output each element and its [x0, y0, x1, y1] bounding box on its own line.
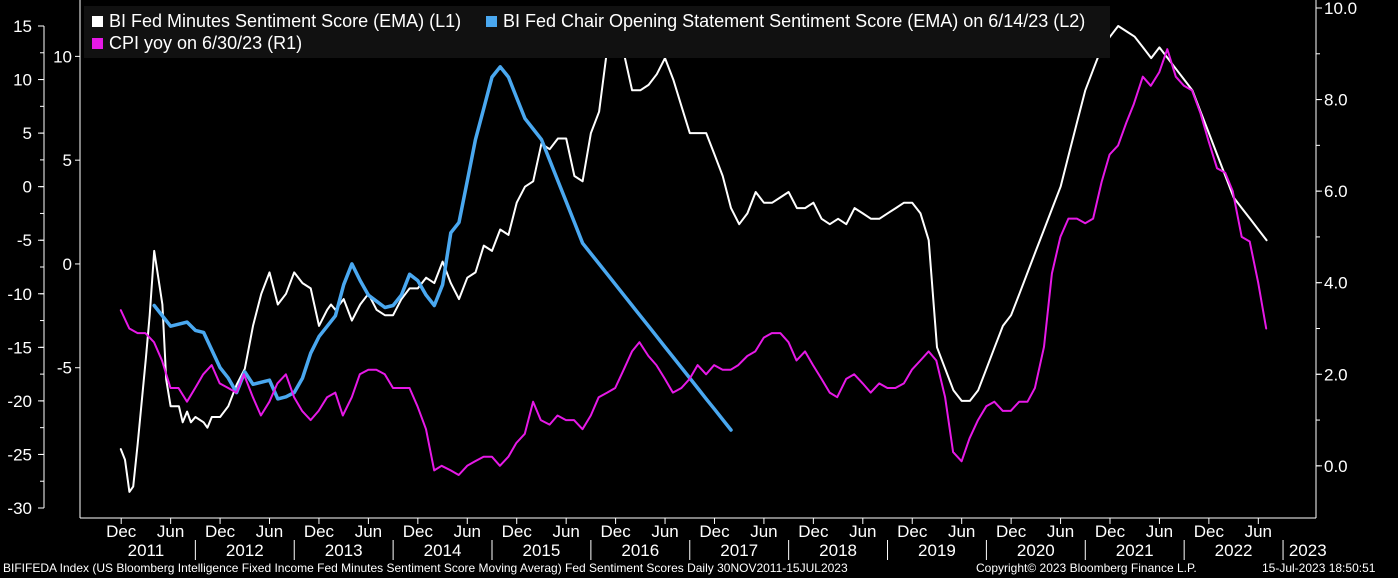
footer-timestamp: 15-Jul-2023 18:50:51	[1262, 561, 1376, 575]
y-tick-label-r1: 6.0	[1324, 182, 1348, 201]
x-tick-label-year: 2017	[720, 541, 758, 560]
legend: BI Fed Minutes Sentiment Score (EMA) (L1…	[84, 6, 1110, 58]
x-tick-label-month: Dec	[1194, 522, 1225, 541]
legend-label-cpi: CPI yoy on 6/30/23 (R1)	[109, 33, 303, 53]
y-tick-label-l1: 0	[23, 178, 32, 197]
y-tick-label-r1: 4.0	[1324, 274, 1348, 293]
footer-source: BIFIFEDA Index (US Bloomberg Intelligenc…	[3, 561, 848, 575]
series-line-2	[119, 48, 1268, 476]
y-tick-label-l1: 5	[23, 124, 32, 143]
legend-swatch-cpi	[92, 38, 103, 49]
legend-item-cpi: CPI yoy on 6/30/23 (R1)	[92, 33, 302, 54]
series-line-1	[152, 65, 733, 432]
x-tick-label-month: Dec	[403, 522, 434, 541]
x-tick-label-month: Dec	[1095, 522, 1126, 541]
y-tick-label-l1: 10	[13, 71, 32, 90]
x-tick-label-month: Dec	[502, 522, 533, 541]
x-tick-label-month: Dec	[600, 522, 631, 541]
x-tick-label-month: Dec	[304, 522, 335, 541]
x-tick-label-month: Jun	[750, 522, 777, 541]
y-tick-label-l1: -10	[7, 285, 32, 304]
x-tick-label-month: Jun	[157, 522, 184, 541]
x-tick-label-month: Jun	[454, 522, 481, 541]
x-tick-label-month: Dec	[996, 522, 1027, 541]
x-tick-label-year: 2019	[918, 541, 956, 560]
x-tick-label-month: Jun	[1146, 522, 1173, 541]
y-tick-label-r1: 0.0	[1324, 457, 1348, 476]
y-tick-label-l1: -30	[7, 499, 32, 518]
x-tick-label-year: 2020	[1017, 541, 1055, 560]
x-tick-label-month: Jun	[355, 522, 382, 541]
footer-copyright: Copyright© 2023 Bloomberg Finance L.P.	[976, 561, 1197, 575]
y-tick-label-l1: -5	[17, 231, 32, 250]
x-tick-label-year: 2014	[424, 541, 462, 560]
x-tick-label-month: Dec	[798, 522, 829, 541]
y-tick-label-l2: 0	[63, 255, 72, 274]
x-tick-label-month: Jun	[849, 522, 876, 541]
y-tick-label-l1: -15	[7, 338, 32, 357]
y-tick-label-l1: -25	[7, 445, 32, 464]
x-tick-label-year: 2022	[1215, 541, 1253, 560]
x-tick-label-month: Jun	[1245, 522, 1272, 541]
legend-swatch-fed-chair	[486, 16, 497, 27]
x-tick-label-year: 2015	[523, 541, 561, 560]
y-tick-label-l2: -5	[57, 359, 72, 378]
x-tick-label-month: Jun	[948, 522, 975, 541]
y-tick-label-l2: 5	[63, 151, 72, 170]
series-layer	[119, 25, 1268, 493]
y-tick-label-l1: 15	[13, 17, 32, 36]
x-tick-label-month: Dec	[699, 522, 730, 541]
x-tick-label-month: Dec	[106, 522, 137, 541]
series-line-0	[119, 25, 1268, 493]
legend-label-fed-minutes: BI Fed Minutes Sentiment Score (EMA) (L1…	[109, 11, 462, 31]
axes-layer: 15 10 5 0 -5 -10 -15 -20 -25 -30 10 5 0 -5 10.0 8.0 6.0 4…	[7, 0, 1357, 560]
legend-item-fed-chair: BI Fed Chair Opening Statement Sentiment…	[486, 11, 1085, 32]
x-tick-label-month: Jun	[552, 522, 579, 541]
x-tick-label-month: Jun	[1047, 522, 1074, 541]
x-tick-label-year: 2016	[621, 541, 659, 560]
x-tick-label-year: 2021	[1116, 541, 1154, 560]
y-tick-label-l1: -20	[7, 392, 32, 411]
x-tick-label-year: 2013	[325, 541, 363, 560]
x-tick-label-year: 2012	[226, 541, 264, 560]
x-tick-label-month: Dec	[897, 522, 928, 541]
y-tick-label-r1: 8.0	[1324, 91, 1348, 110]
legend-label-fed-chair: BI Fed Chair Opening Statement Sentiment…	[503, 11, 1086, 31]
x-tick-label-year: 2011	[128, 541, 165, 560]
y-tick-label-r1: 10.0	[1324, 0, 1357, 18]
x-tick-label-year: 2018	[819, 541, 857, 560]
legend-swatch-fed-minutes	[92, 16, 103, 27]
legend-item-fed-minutes: BI Fed Minutes Sentiment Score (EMA) (L1…	[92, 11, 461, 32]
x-tick-label-month: Jun	[651, 522, 678, 541]
y-tick-label-l2: 10	[53, 47, 72, 66]
x-tick-label-year: 2023	[1289, 541, 1327, 560]
x-tick-label-month: Dec	[205, 522, 236, 541]
y-tick-label-r1: 2.0	[1324, 365, 1348, 384]
x-tick-label-month: Jun	[256, 522, 283, 541]
